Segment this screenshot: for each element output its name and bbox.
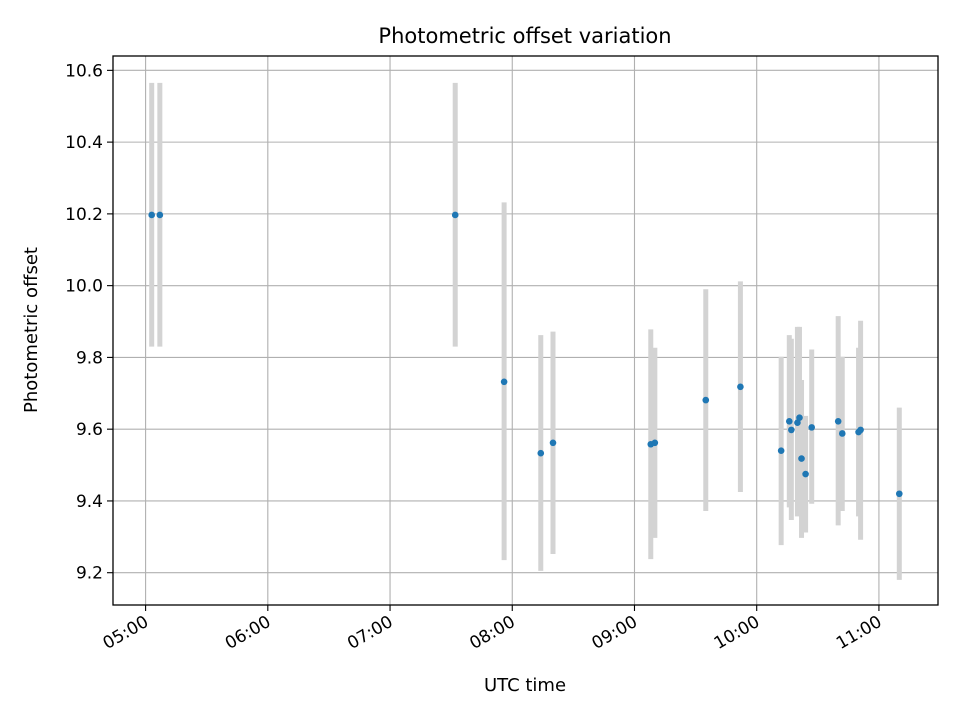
y-tick-label: 10.6 (65, 61, 103, 81)
data-point (788, 426, 795, 434)
y-axis-title: Photometric offset (21, 247, 42, 413)
data-point (796, 414, 803, 421)
data-point (156, 211, 164, 219)
data-point (537, 449, 545, 457)
data-point (777, 447, 785, 455)
data-point (737, 383, 744, 391)
data-point (500, 378, 508, 386)
y-tick-label: 10.2 (65, 205, 103, 225)
data-point (785, 417, 793, 425)
y-tick-label: 9.8 (76, 348, 103, 368)
data-point (651, 439, 659, 447)
data-point (857, 426, 864, 434)
plot-frame (112, 55, 939, 606)
data-point (794, 419, 801, 427)
y-tick-label: 9.4 (76, 492, 103, 512)
grid (113, 56, 938, 605)
data-point (702, 396, 710, 404)
y-axis: 9.2 9.4 9.6 9.8 10.0 10.2 10.4 10.6 (65, 61, 113, 584)
data-point (838, 430, 846, 437)
data-point (808, 424, 816, 431)
data-point (834, 417, 842, 425)
y-tick-label: 9.2 (76, 564, 103, 584)
data-points (148, 211, 903, 498)
data-point (895, 490, 903, 498)
data-point (451, 211, 459, 219)
data-point (798, 455, 805, 462)
data-point (148, 211, 156, 219)
x-axis-title: UTC time (484, 675, 566, 696)
y-tick-label: 10.0 (65, 277, 103, 297)
y-tick-label: 10.4 (65, 133, 103, 153)
chart-title: Photometric offset variation (378, 24, 671, 48)
y-tick-label: 9.6 (76, 420, 103, 440)
data-point (802, 470, 809, 478)
data-point (549, 439, 557, 447)
